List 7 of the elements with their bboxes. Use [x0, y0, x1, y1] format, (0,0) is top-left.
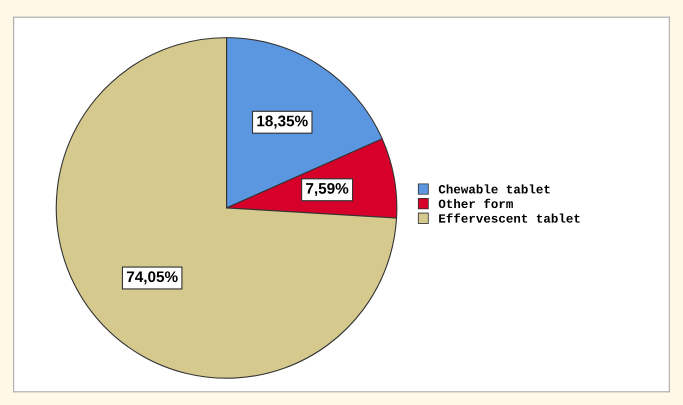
data-label: 7,59% [306, 182, 348, 196]
legend-label: Chewable tablet [438, 184, 550, 194]
data-label: 18,35% [257, 116, 308, 129]
legend-label: Other form [438, 198, 513, 208]
pie-slice [56, 37, 398, 379]
data-label: 74,05% [126, 271, 178, 284]
legend-label: Effervescent tablet [439, 213, 580, 223]
